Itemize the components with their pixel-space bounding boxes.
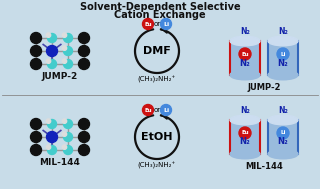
Circle shape xyxy=(62,132,67,136)
Text: MIL-144: MIL-144 xyxy=(245,162,283,171)
Circle shape xyxy=(142,19,154,29)
Circle shape xyxy=(46,33,51,37)
Ellipse shape xyxy=(230,149,260,159)
Circle shape xyxy=(46,132,58,143)
Text: or: or xyxy=(153,107,161,113)
Text: N₂: N₂ xyxy=(240,138,250,146)
Circle shape xyxy=(161,19,172,29)
Ellipse shape xyxy=(268,36,298,46)
Text: JUMP-2: JUMP-2 xyxy=(247,83,281,92)
Circle shape xyxy=(78,132,90,143)
Text: EtOH: EtOH xyxy=(141,132,173,142)
Circle shape xyxy=(63,46,73,56)
Circle shape xyxy=(63,119,73,129)
Circle shape xyxy=(63,60,73,68)
Circle shape xyxy=(239,48,251,60)
Circle shape xyxy=(161,105,172,115)
Circle shape xyxy=(46,59,51,63)
Circle shape xyxy=(78,33,90,43)
Text: N₂: N₂ xyxy=(278,27,288,36)
Text: N₂: N₂ xyxy=(278,106,288,115)
Circle shape xyxy=(62,59,67,63)
Text: Solvent-Dependent Selective: Solvent-Dependent Selective xyxy=(80,2,240,12)
Text: N₂: N₂ xyxy=(240,27,250,36)
Circle shape xyxy=(62,33,67,37)
Circle shape xyxy=(30,119,42,129)
Text: N₂: N₂ xyxy=(240,106,250,115)
Ellipse shape xyxy=(230,115,260,125)
Circle shape xyxy=(30,59,42,70)
Circle shape xyxy=(277,48,289,60)
Circle shape xyxy=(62,119,67,123)
Circle shape xyxy=(277,127,289,139)
Circle shape xyxy=(78,59,90,70)
Circle shape xyxy=(142,105,154,115)
Text: Li: Li xyxy=(163,108,169,112)
Polygon shape xyxy=(230,41,260,75)
Circle shape xyxy=(239,127,251,139)
Text: Eu: Eu xyxy=(241,51,249,57)
Ellipse shape xyxy=(268,70,298,80)
Circle shape xyxy=(30,33,42,43)
Ellipse shape xyxy=(230,70,260,80)
Circle shape xyxy=(63,146,73,154)
Circle shape xyxy=(47,119,57,129)
Circle shape xyxy=(78,145,90,156)
Text: Eu: Eu xyxy=(144,22,152,26)
Circle shape xyxy=(47,60,57,68)
Text: JUMP-2: JUMP-2 xyxy=(42,72,78,81)
Circle shape xyxy=(63,33,73,43)
Polygon shape xyxy=(268,41,298,75)
Circle shape xyxy=(78,46,90,57)
Ellipse shape xyxy=(230,36,260,46)
Text: N₂: N₂ xyxy=(240,59,250,67)
Text: (CH₃)₂NH₂⁺: (CH₃)₂NH₂⁺ xyxy=(138,76,176,83)
Ellipse shape xyxy=(268,115,298,125)
Circle shape xyxy=(63,132,73,142)
Text: Cation Exchange: Cation Exchange xyxy=(114,10,206,20)
Text: or: or xyxy=(153,21,161,27)
Circle shape xyxy=(62,46,67,50)
Circle shape xyxy=(30,46,42,57)
Circle shape xyxy=(46,46,58,57)
Text: (CH₃)₂NH₂⁺: (CH₃)₂NH₂⁺ xyxy=(138,162,176,169)
Circle shape xyxy=(47,33,57,43)
Text: DMF: DMF xyxy=(143,46,171,56)
Circle shape xyxy=(30,132,42,143)
Circle shape xyxy=(62,145,67,149)
Text: Li: Li xyxy=(280,51,286,57)
Text: N₂: N₂ xyxy=(278,59,288,67)
Text: Li: Li xyxy=(280,130,286,136)
Text: Eu: Eu xyxy=(241,130,249,136)
Text: N₂: N₂ xyxy=(278,138,288,146)
Polygon shape xyxy=(268,120,298,154)
Text: MIL-144: MIL-144 xyxy=(40,158,80,167)
Ellipse shape xyxy=(268,149,298,159)
Circle shape xyxy=(47,146,57,154)
Circle shape xyxy=(46,119,51,123)
Circle shape xyxy=(78,119,90,129)
Circle shape xyxy=(46,145,51,149)
Text: Li: Li xyxy=(163,22,169,26)
Polygon shape xyxy=(230,120,260,154)
Text: Eu: Eu xyxy=(144,108,152,112)
Circle shape xyxy=(30,145,42,156)
